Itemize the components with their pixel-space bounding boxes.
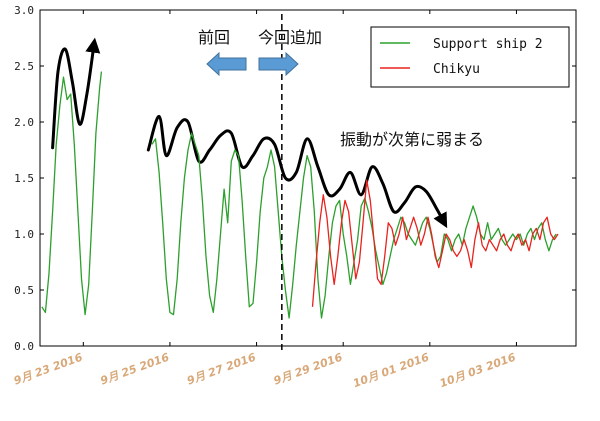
x-tick-label: 9月 25 2016 [99, 350, 172, 387]
y-tick-label: 3.0 [14, 4, 34, 17]
legend-box [370, 26, 570, 88]
trend-label: 振動が次第に弱まる [340, 130, 484, 149]
previous-arrow [206, 51, 247, 77]
y-tick-label: 1.5 [14, 172, 34, 185]
previous-label: 前回 [198, 28, 230, 47]
y-tick-label: 1.0 [14, 228, 34, 241]
series-line-support-ship-2 [151, 132, 557, 319]
x-tick-label: 9月 23 2016 [12, 350, 85, 387]
y-tick-label: 0.5 [14, 284, 34, 297]
current-arrow [258, 51, 299, 77]
x-tick-label: 10月 01 2016 [351, 350, 431, 390]
y-tick-label: 0.0 [14, 340, 34, 353]
series-lines [41, 71, 559, 319]
legend: Support ship 2 Chikyu [370, 26, 570, 88]
x-tick-label: 9月 27 2016 [185, 350, 258, 387]
envelope-arrow-1 [51, 37, 101, 150]
series-line-support-ship-2 [41, 71, 103, 316]
envelope-arrow-2 [146, 114, 448, 229]
series-line-chikyu [311, 179, 559, 307]
x-tick-label: 9月 29 2016 [272, 350, 345, 387]
x-tick-label: 10月 03 2016 [438, 350, 518, 390]
trend-envelopes [51, 37, 448, 229]
current-label: 今回追加 [258, 28, 322, 47]
y-tick-label: 2.5 [14, 60, 34, 73]
legend-label-chikyu: Chikyu [433, 62, 480, 77]
y-tick-label: 2.0 [14, 116, 34, 129]
plot-frame [39, 9, 577, 347]
legend-label-support-ship: Support ship 2 [433, 37, 543, 52]
